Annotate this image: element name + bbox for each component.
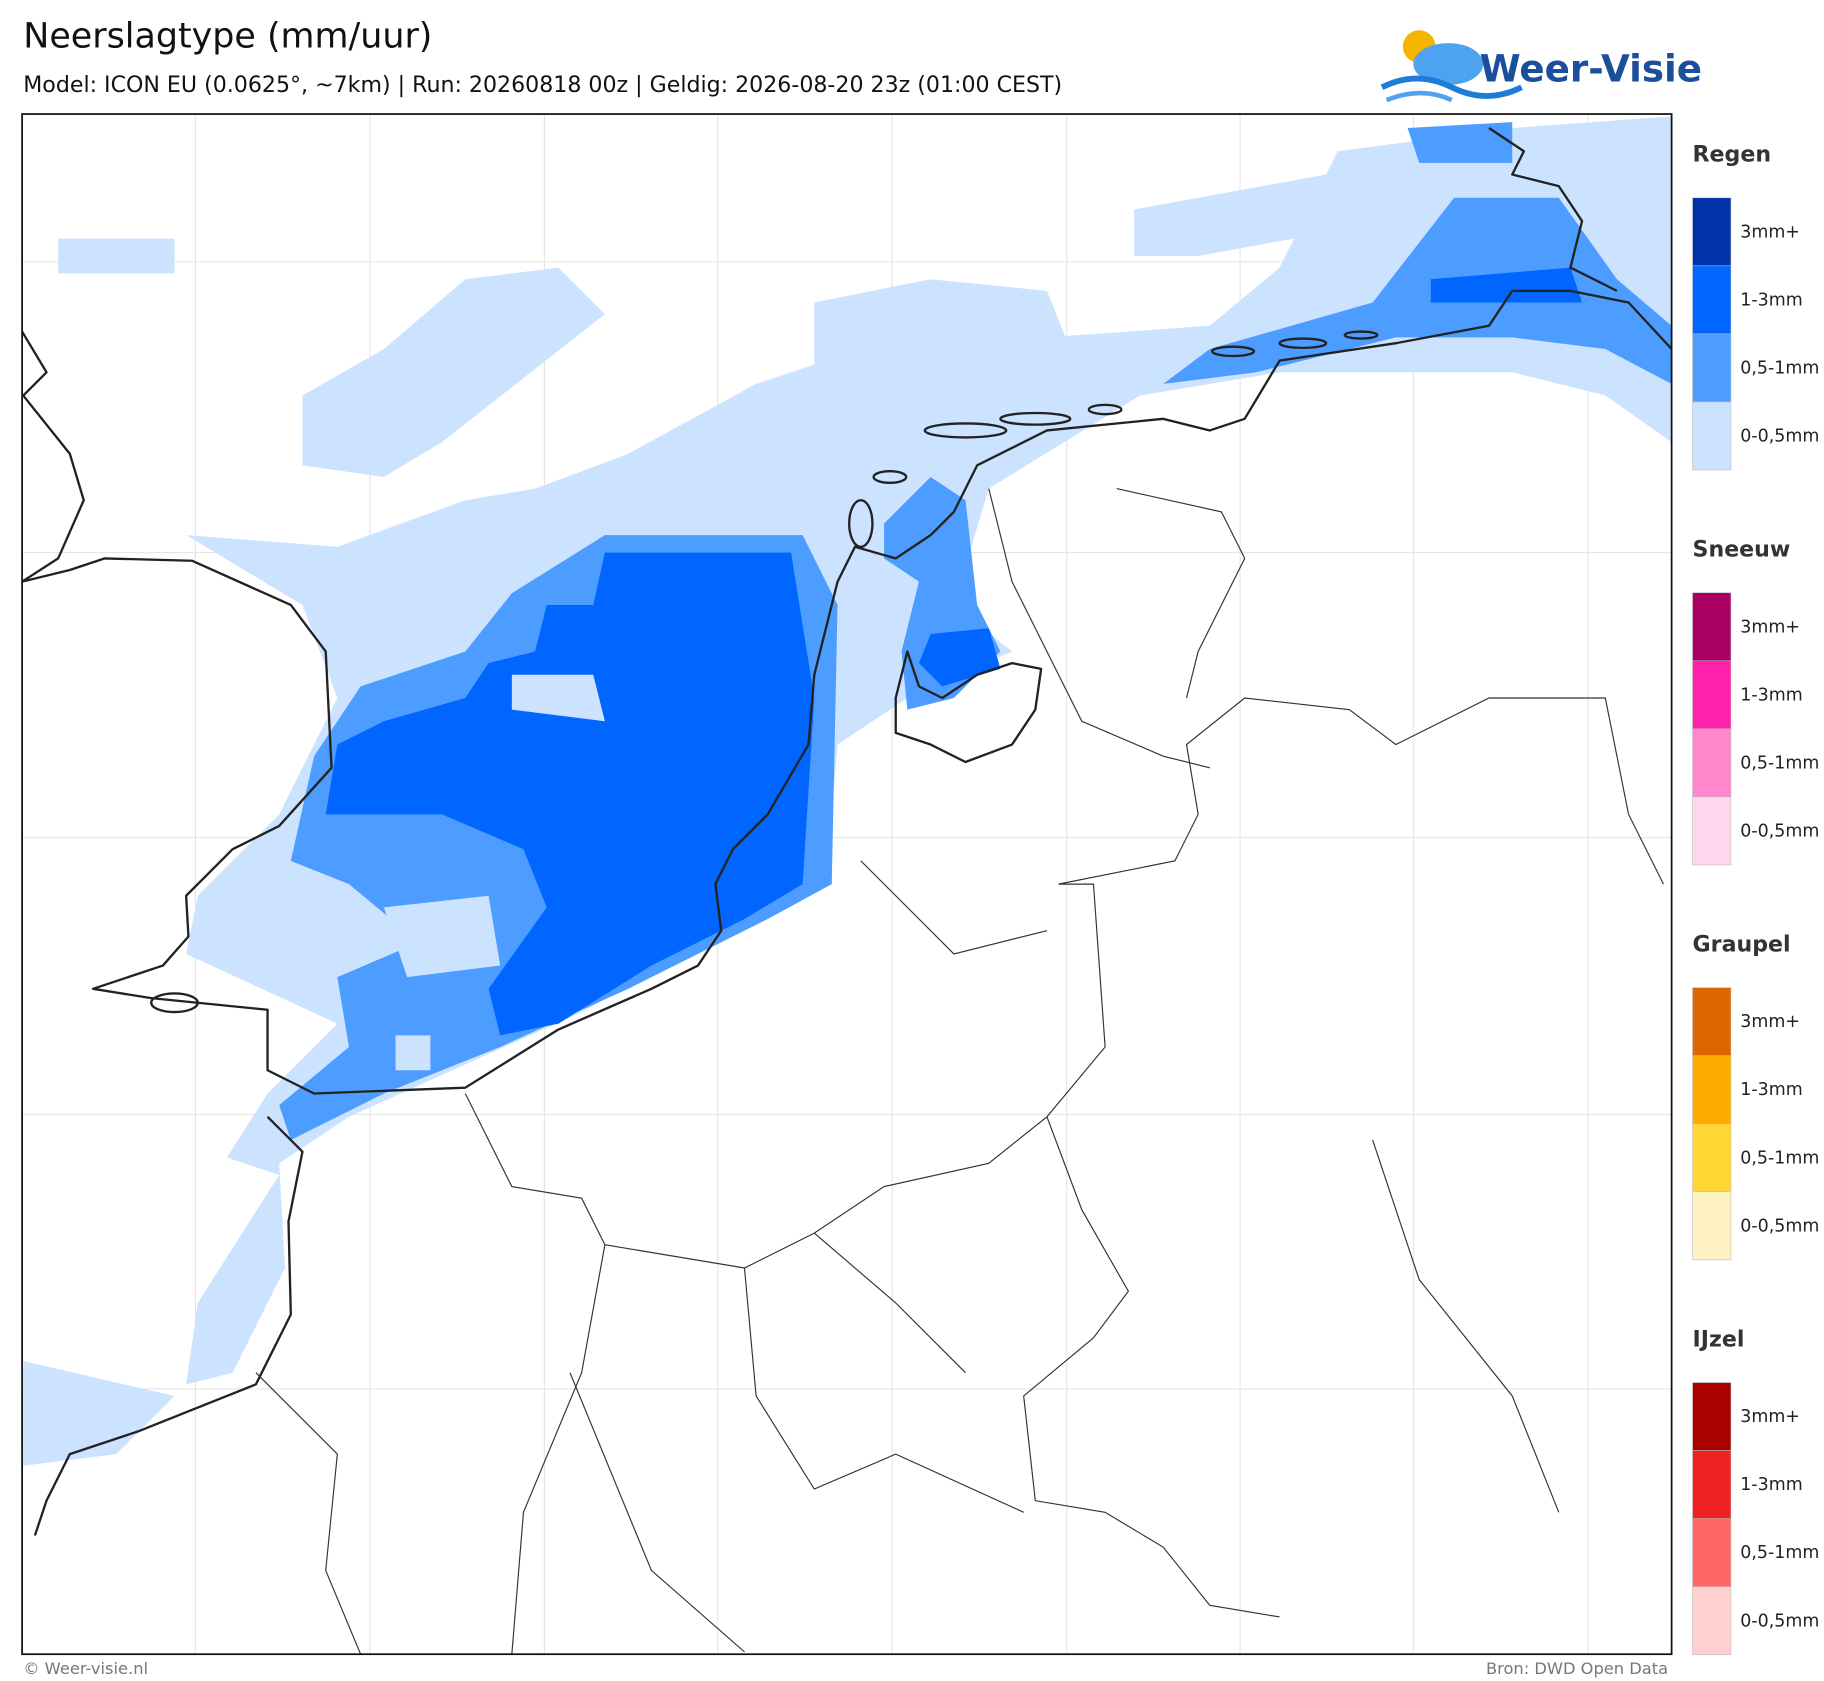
legend-label: 0,5-1mm xyxy=(1740,753,1819,773)
legend-group-title: Regen xyxy=(1693,142,1772,168)
legend-label: 0-0,5mm xyxy=(1740,821,1819,841)
legend-swatch xyxy=(1692,197,1732,267)
legend-swatch xyxy=(1692,592,1732,662)
map-frame xyxy=(21,113,1673,1656)
legend-swatch xyxy=(1692,660,1732,730)
legend-label: 0,5-1mm xyxy=(1740,358,1819,378)
rain-light-holes xyxy=(383,674,605,1071)
legend-swatch xyxy=(1692,796,1732,866)
legend-label: 3mm+ xyxy=(1740,222,1800,242)
legend-label: 0,5-1mm xyxy=(1740,1148,1819,1168)
borders xyxy=(255,488,1664,1655)
legend-label: 0-0,5mm xyxy=(1740,1611,1819,1631)
legend-swatch xyxy=(1692,987,1732,1056)
legend-group-title: Sneeuw xyxy=(1693,537,1791,563)
legend-swatch xyxy=(1692,728,1732,798)
legend-label: 0,5-1mm xyxy=(1740,1543,1819,1563)
legend-swatch xyxy=(1692,1518,1732,1588)
title: Neerslagtype (mm/uur) xyxy=(23,17,432,57)
logo: Weer-Visie xyxy=(1380,30,1702,103)
legend-label: 1-3mm xyxy=(1740,1475,1802,1495)
legend-label: 3mm+ xyxy=(1740,617,1800,637)
legend-label: 1-3mm xyxy=(1740,1080,1802,1100)
footer-right: Bron: DWD Open Data xyxy=(1486,1659,1668,1678)
legend-swatch xyxy=(1692,1191,1732,1261)
legend-label: 1-3mm xyxy=(1740,685,1802,705)
legend-label: 1-3mm xyxy=(1740,290,1802,310)
subtitle: Model: ICON EU (0.0625°, ~7km) | Run: 20… xyxy=(23,72,1062,98)
legend-label: 0-0,5mm xyxy=(1740,1216,1819,1236)
legend-label: 3mm+ xyxy=(1740,1407,1800,1427)
legend-label: 0-0,5mm xyxy=(1740,427,1819,447)
legend: Regen 3mm+ 1-3mm 0,5-1mm 0-0,5mm Sneeuw 3mm+ 1-… xyxy=(1692,142,1819,1656)
legend-swatch xyxy=(1692,1450,1732,1519)
map xyxy=(22,114,1672,1655)
legend-swatch xyxy=(1692,1055,1732,1125)
footer-left: © Weer-visie.nl xyxy=(23,1659,148,1678)
legend-swatch xyxy=(1692,401,1732,471)
rain-heavy xyxy=(325,267,1583,1036)
legend-swatch xyxy=(1692,265,1732,335)
legend-swatch xyxy=(1692,1123,1732,1193)
legend-swatch xyxy=(1692,1586,1732,1656)
legend-group-title: Graupel xyxy=(1693,932,1791,958)
legend-label: 3mm+ xyxy=(1740,1012,1800,1032)
legend-swatch xyxy=(1692,333,1732,403)
coastlines xyxy=(22,127,1672,1536)
legend-group-title: IJzel xyxy=(1693,1327,1745,1353)
legend-swatch xyxy=(1692,1382,1732,1451)
logo-text: Weer-Visie xyxy=(1480,46,1702,90)
